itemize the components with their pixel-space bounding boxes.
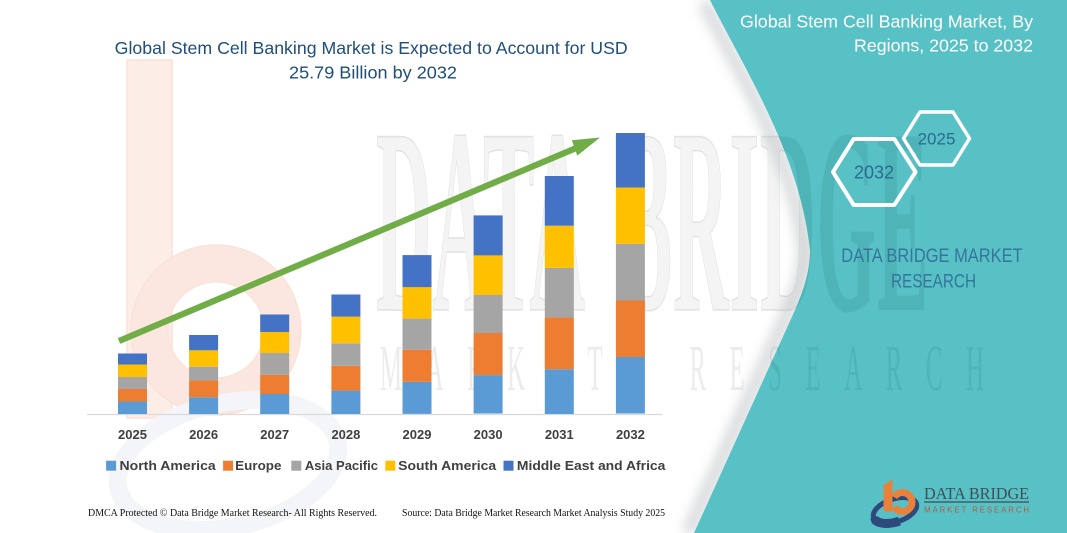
svg-text:2032: 2032	[616, 427, 645, 442]
svg-text:2025: 2025	[918, 130, 956, 149]
svg-text:South America: South America	[398, 458, 497, 473]
svg-text:North America: North America	[120, 458, 217, 473]
svg-text:2029: 2029	[403, 427, 432, 442]
svg-text:MARKET RESEARCH: MARKET RESEARCH	[924, 506, 1031, 515]
svg-text:2028: 2028	[331, 427, 360, 442]
svg-text:RESEARCH: RESEARCH	[891, 272, 976, 293]
svg-text:2032: 2032	[854, 163, 894, 183]
svg-text:25.79 Billion by 2032: 25.79 Billion by 2032	[289, 63, 457, 83]
svg-text:Regions, 2025 to 2032: Regions, 2025 to 2032	[854, 36, 1033, 56]
svg-text:Asia Pacific: Asia Pacific	[305, 458, 378, 473]
svg-text:Middle East and Africa: Middle East and Africa	[517, 458, 666, 473]
svg-text:Europe: Europe	[235, 458, 281, 473]
svg-text:2026: 2026	[189, 427, 218, 442]
svg-text:DATA BRIDGE: DATA BRIDGE	[924, 484, 1029, 503]
svg-text:2031: 2031	[545, 427, 574, 442]
svg-text:2030: 2030	[474, 427, 503, 442]
svg-text:DATA BRIDGE MARKET: DATA BRIDGE MARKET	[841, 246, 1023, 267]
svg-text:Source: Data Bridge Market Res: Source: Data Bridge Market Research Mark…	[402, 508, 665, 519]
svg-text:2025: 2025	[118, 427, 147, 442]
svg-text:DMCA Protected © Data Bridge M: DMCA Protected © Data Bridge Market Rese…	[88, 508, 377, 519]
svg-text:Global Stem Cell Banking Marke: Global Stem Cell Banking Market is Expec…	[115, 38, 628, 58]
svg-text:Global Stem Cell Banking Marke: Global Stem Cell Banking Market, By	[740, 12, 1033, 32]
svg-text:2027: 2027	[260, 427, 289, 442]
